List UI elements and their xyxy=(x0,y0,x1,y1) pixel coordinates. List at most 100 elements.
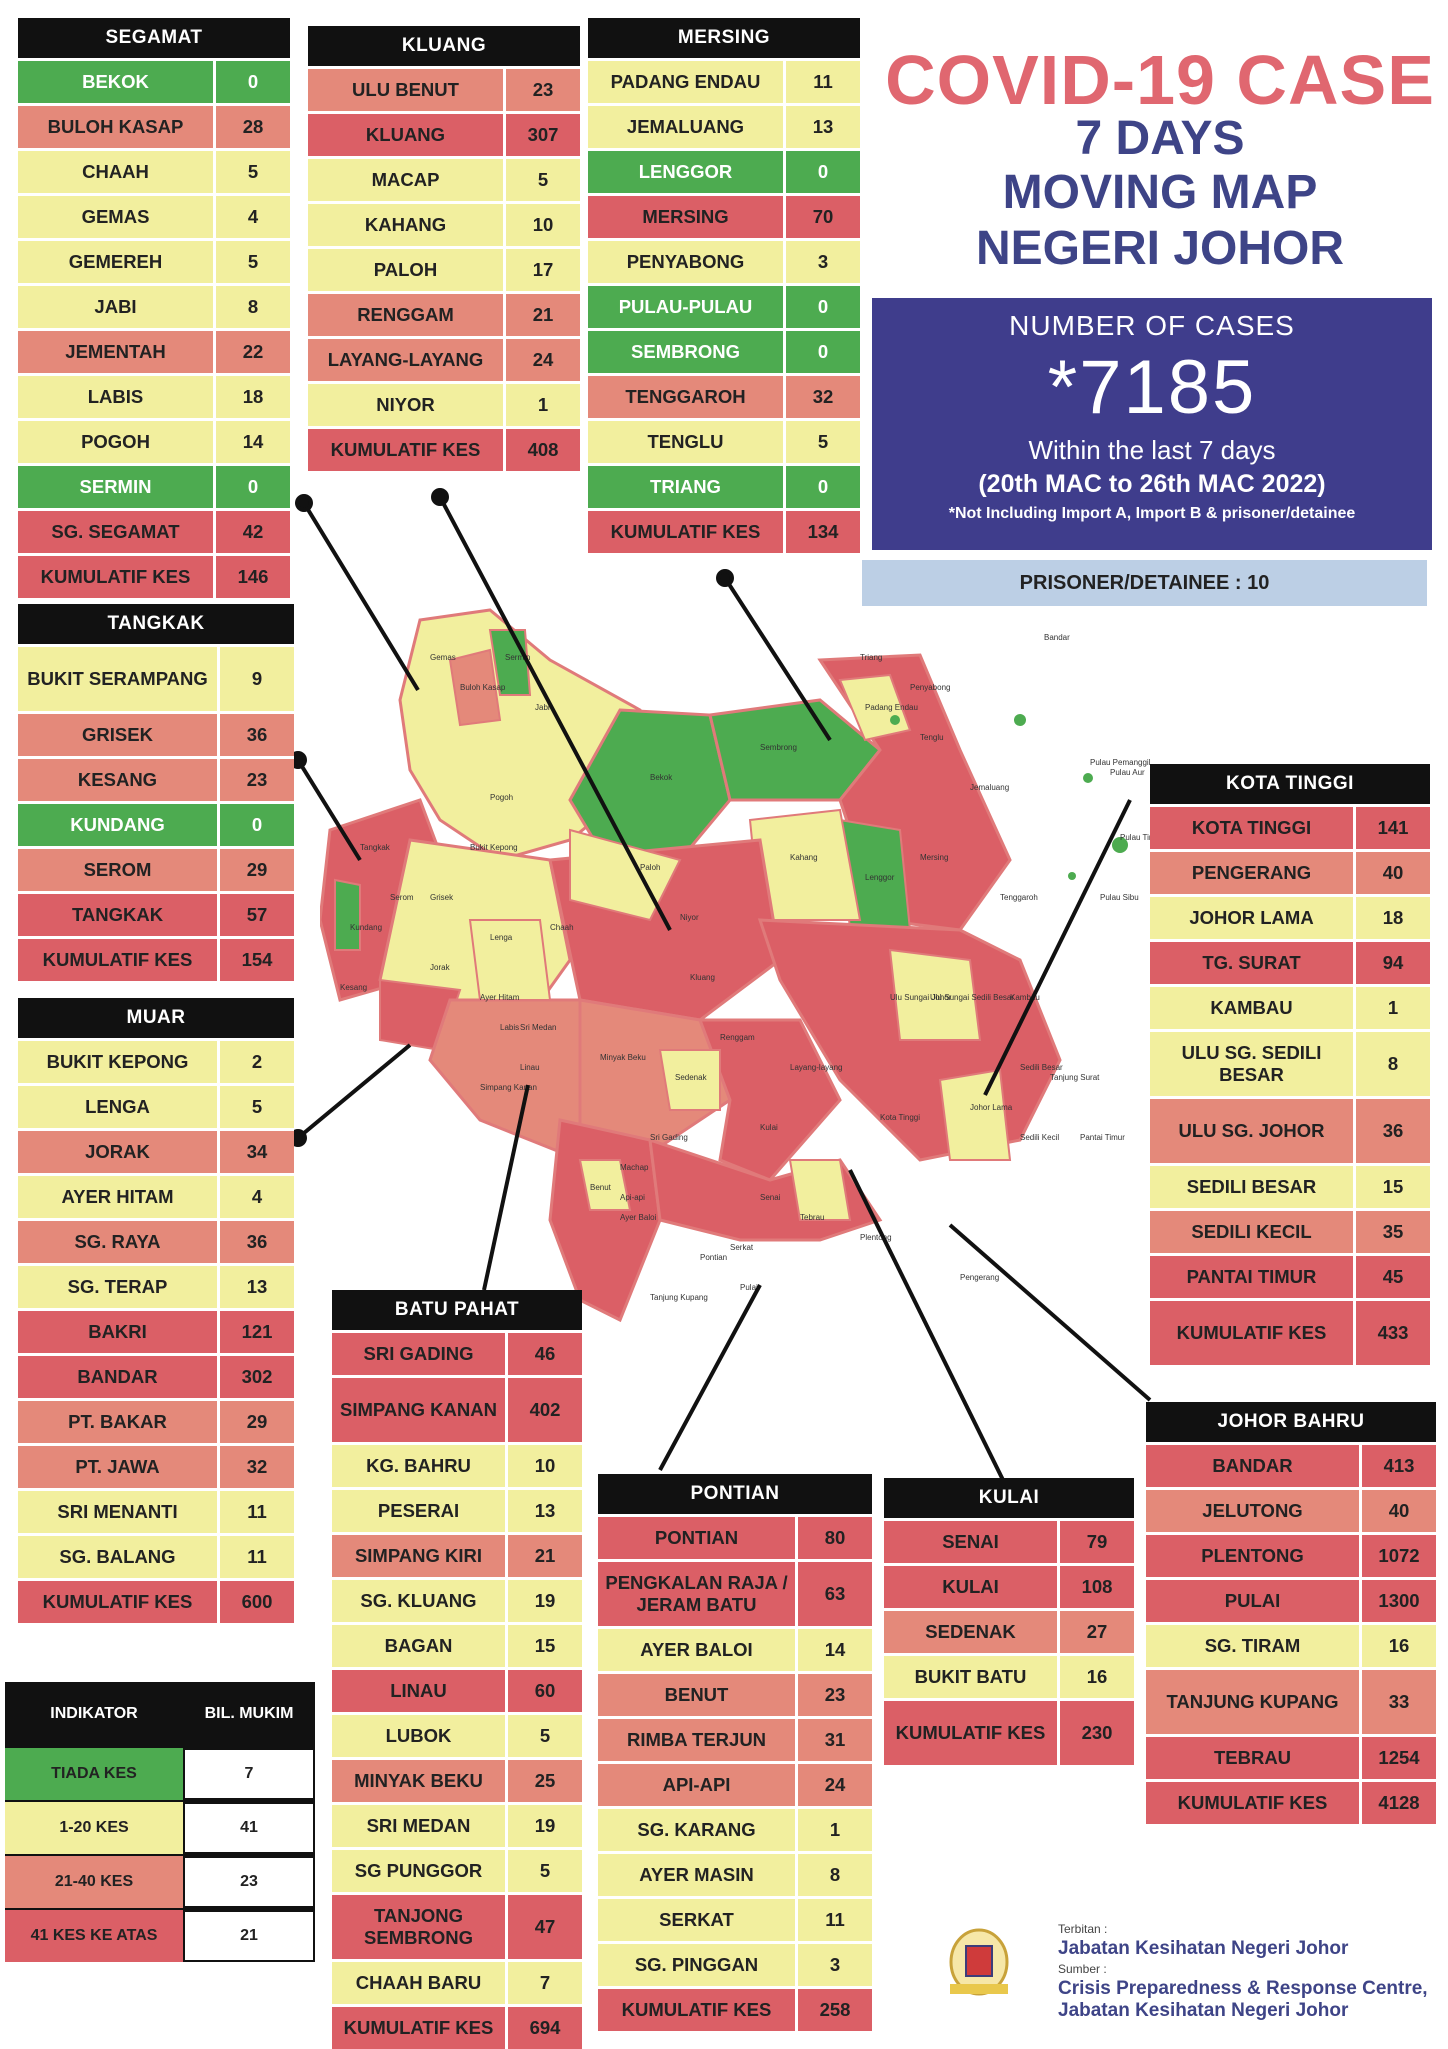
map-label: Tenggaroh xyxy=(1000,893,1038,902)
locality-row: TANJUNG KUPANG 33 xyxy=(1146,1667,1436,1734)
map-label: Serom xyxy=(390,893,414,902)
locality-row: KAMBAU 1 xyxy=(1150,984,1430,1029)
case-count: 307 xyxy=(503,114,580,156)
locality-row: KUNDANG 0 xyxy=(18,801,294,846)
locality-row: JEMALUANG 13 xyxy=(588,103,860,148)
map-label: Paloh xyxy=(640,863,660,872)
map-label: Pengerang xyxy=(960,1273,999,1282)
map-label: Sembrong xyxy=(760,743,797,752)
map-label: Gemas xyxy=(430,653,456,662)
map-label: Pantai Timur xyxy=(1080,1133,1125,1142)
locality-name: PT. JAWA xyxy=(75,1455,160,1477)
credit-publisher: Jabatan Kesihatan Negeri Johor xyxy=(1058,1938,1349,1959)
indicator-header-label: INDIKATOR xyxy=(50,1705,138,1722)
map-label: Sri Medan xyxy=(520,1023,556,1032)
locality-name: KUMULATIF KES xyxy=(42,948,193,970)
case-count: 8 xyxy=(213,286,290,328)
locality-name: BUKIT KEPONG xyxy=(46,1050,189,1072)
case-count: 42 xyxy=(213,511,290,553)
case-count: 31 xyxy=(795,1719,872,1761)
map-region-ayer-baloi xyxy=(578,1159,632,1211)
locality-name: SRI GADING xyxy=(363,1342,474,1364)
map-label: Senai xyxy=(760,1193,781,1202)
map-region-sg-tiram xyxy=(788,1159,852,1221)
locality-row: CHAAH 5 xyxy=(18,148,290,193)
case-count: 408 xyxy=(503,429,580,471)
case-count: 79 xyxy=(1057,1521,1134,1563)
locality-row: TENGGAROH 32 xyxy=(588,373,860,418)
locality-name: MINYAK BEKU xyxy=(354,1769,483,1791)
locality-name: SG PUNGGOR xyxy=(354,1859,483,1881)
case-count: 11 xyxy=(217,1536,294,1578)
map-region-ulu-sedili-besar xyxy=(888,948,982,1041)
cumulative-row: KUMULATIF KES 433 xyxy=(1150,1298,1430,1365)
locality-name: KUMULATIF KES xyxy=(621,1998,772,2020)
table-title: JOHOR BAHRU xyxy=(1146,1402,1436,1442)
map-label: Pulai xyxy=(740,1283,758,1292)
locality-name: PADANG ENDAU xyxy=(610,70,761,92)
locality-name: MERSING xyxy=(642,205,729,227)
locality-row: CHAAH BARU 7 xyxy=(332,1959,582,2004)
indicator-count: 41 xyxy=(183,1802,315,1854)
locality-row: KULAI 108 xyxy=(884,1563,1134,1608)
map-label: Linau xyxy=(520,1063,540,1072)
map-label: Kluang xyxy=(690,973,715,982)
locality-name: AYER MASIN xyxy=(639,1863,754,1885)
map-label: Tebrau xyxy=(800,1213,824,1222)
locality-row: SENAI 79 xyxy=(884,1518,1134,1563)
locality-name: KULAI xyxy=(942,1575,999,1597)
credit-published-label: Terbitan : xyxy=(1058,1922,1108,1936)
indicator-count: 21 xyxy=(183,1910,315,1962)
case-count: 14 xyxy=(795,1629,872,1671)
table-segamat: SEGAMAT BEKOK 0 BULOH KASAP 28 CHAAH 5 GEMAS 4 GE… xyxy=(18,18,290,598)
indicator-header: INDIKATOR BIL. MUKIM xyxy=(5,1682,315,1746)
table-kulai: KULAI SENAI 79 KULAI 108 SEDENAK 27 BUKIT BATU 1… xyxy=(884,1478,1134,1765)
locality-name: JEMENTAH xyxy=(65,340,166,362)
locality-row: LENGA 5 xyxy=(18,1083,294,1128)
locality-name: SG. KLUANG xyxy=(360,1589,477,1611)
case-count: 141 xyxy=(1353,807,1430,849)
cases-total: *7185 xyxy=(1047,345,1257,430)
locality-row: ULU SG. JOHOR 36 xyxy=(1150,1096,1430,1163)
locality-name: AYER BALOI xyxy=(640,1638,753,1660)
case-count: 29 xyxy=(217,849,294,891)
locality-name: GEMEREH xyxy=(68,250,163,272)
locality-row: ULU BENUT 23 xyxy=(308,66,580,111)
locality-name: SERKAT xyxy=(659,1908,734,1930)
case-count: 34 xyxy=(217,1131,294,1173)
locality-row: KG. BAHRU 10 xyxy=(332,1442,582,1487)
case-count: 5 xyxy=(783,421,860,463)
case-count: 11 xyxy=(217,1491,294,1533)
locality-name: TENGGAROH xyxy=(625,385,746,407)
locality-name: TG. SURAT xyxy=(1202,951,1301,973)
case-count: 1254 xyxy=(1359,1737,1436,1779)
locality-row: BUKIT SERAMPANG 9 xyxy=(18,644,294,711)
case-count: 433 xyxy=(1353,1301,1430,1365)
case-count: 23 xyxy=(217,759,294,801)
locality-name: BEKOK xyxy=(82,70,149,92)
indicator-count: 7 xyxy=(183,1748,315,1800)
case-count: 36 xyxy=(217,714,294,756)
locality-name: SEDILI KECIL xyxy=(1191,1220,1312,1242)
cases-period: Within the last 7 days xyxy=(1028,435,1276,465)
locality-name: BANDAR xyxy=(1212,1454,1293,1476)
locality-row: PENGERANG 40 xyxy=(1150,849,1430,894)
credit-source-1: Crisis Preparedness & Response Centre, xyxy=(1058,1978,1428,1999)
case-count: 413 xyxy=(1359,1445,1436,1487)
locality-row: SRI MEDAN 19 xyxy=(332,1802,582,1847)
locality-name: ULU BENUT xyxy=(352,78,459,100)
locality-name: SG. PINGGAN xyxy=(634,1953,759,1975)
case-count: 3 xyxy=(783,241,860,283)
locality-row: SIMPANG KIRI 21 xyxy=(332,1532,582,1577)
locality-name: KOTA TINGGI xyxy=(1191,816,1312,838)
case-count: 57 xyxy=(217,894,294,936)
connector-kluang xyxy=(438,496,672,931)
map-label: Ayer Hitam xyxy=(480,993,520,1002)
map-island-3 xyxy=(1112,837,1128,853)
case-count: 1 xyxy=(1353,987,1430,1029)
indicator-label: 21-40 KES xyxy=(54,1873,134,1890)
case-count: 146 xyxy=(213,556,290,598)
map-label: Ulu Sungai Johor xyxy=(890,993,952,1002)
cases-range: (20th MAC to 26th MAC 2022) xyxy=(978,470,1326,498)
locality-name: TANJONG SEMBRONG xyxy=(364,1904,473,1948)
